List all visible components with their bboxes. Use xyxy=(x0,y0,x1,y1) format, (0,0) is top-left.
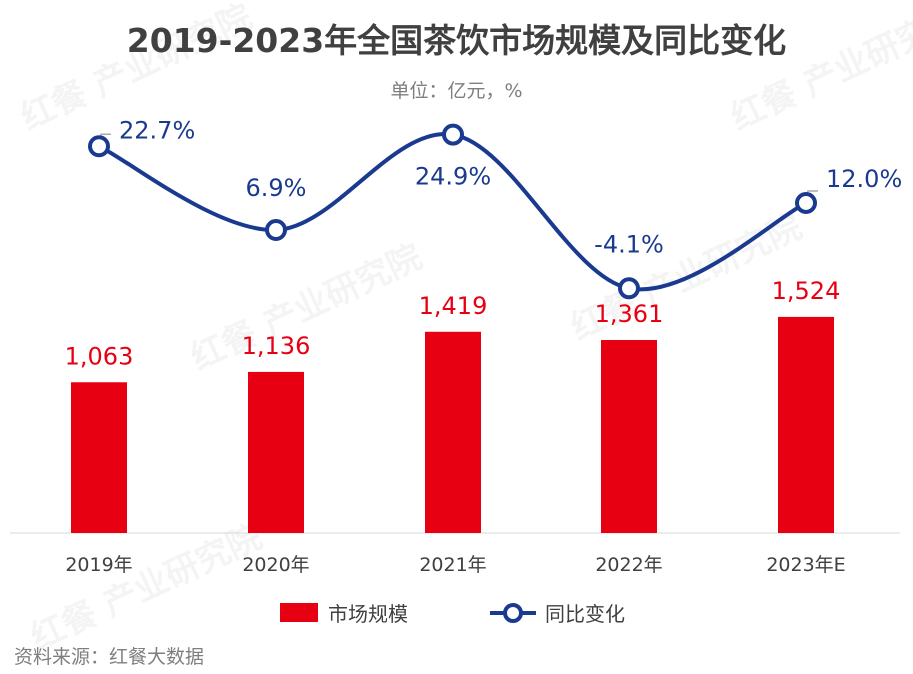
line-value-label: -4.1% xyxy=(594,230,664,258)
bar-value-label: 1,063 xyxy=(65,342,134,370)
bar xyxy=(601,340,657,533)
legend-line-label: 同比变化 xyxy=(545,602,625,626)
x-tick-label: 2020年 xyxy=(242,554,309,576)
line-marker xyxy=(442,123,464,146)
yoy-line xyxy=(98,132,807,292)
bar-value-label: 1,524 xyxy=(772,277,841,305)
unit-label: 单位：亿元，% xyxy=(390,80,523,102)
bar-value-label: 1,361 xyxy=(595,300,664,328)
line-marker xyxy=(88,135,110,158)
line-marker xyxy=(795,191,817,214)
bar xyxy=(248,371,304,533)
bar xyxy=(778,316,834,533)
x-tick-label: 2023年E xyxy=(766,554,845,576)
line-marker xyxy=(618,277,640,300)
legend-line-marker xyxy=(503,603,523,623)
x-tick-label: 2022年 xyxy=(595,554,662,576)
bar-value-label: 1,136 xyxy=(242,332,311,360)
bar xyxy=(425,331,481,533)
x-tick-label: 2021年 xyxy=(419,554,486,576)
bar xyxy=(71,382,127,533)
line-value-label: 24.9% xyxy=(415,163,491,191)
line-value-label: 12.0% xyxy=(826,165,902,193)
line-marker xyxy=(265,219,287,241)
legend-bar-swatch xyxy=(280,603,318,622)
legend-bar-label: 市场规模 xyxy=(328,602,408,626)
source-note: 资料来源：红餐大数据 xyxy=(14,646,205,668)
x-tick-label: 2019年 xyxy=(65,554,132,576)
line-value-label: 6.9% xyxy=(246,174,307,202)
line-value-label: 22.7% xyxy=(119,116,195,144)
chart-title: 2019-2023年全国茶饮市场规模及同比变化 xyxy=(126,21,787,60)
bar-value-label: 1,419 xyxy=(419,292,488,320)
